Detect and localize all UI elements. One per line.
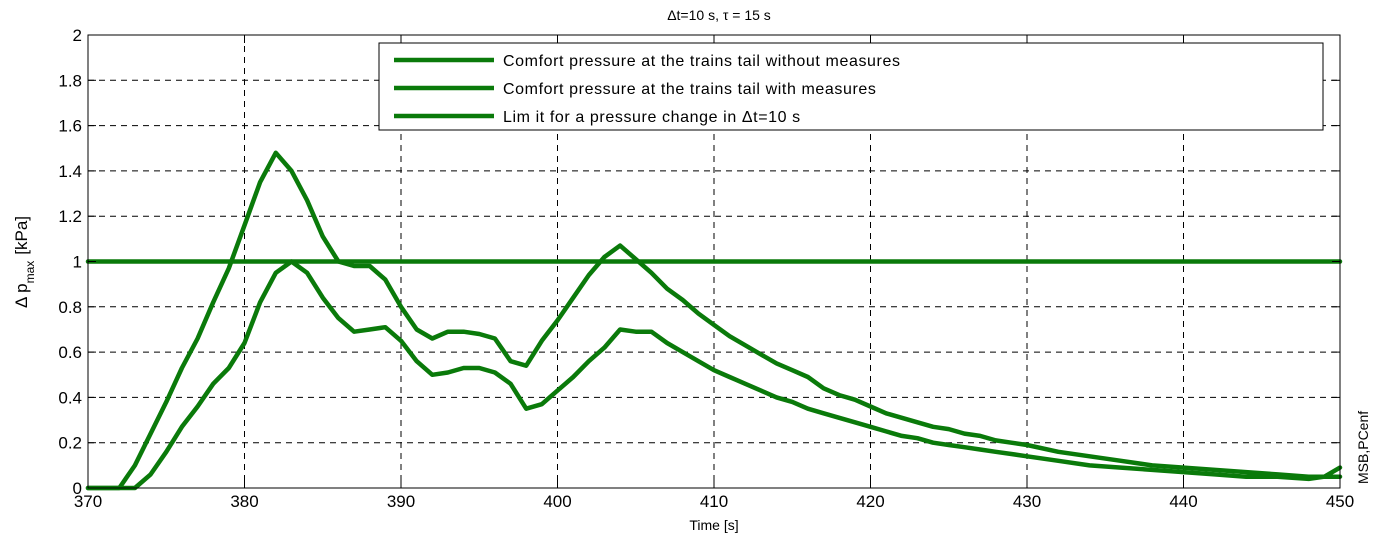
y-tick-label: 0.2 (58, 434, 82, 453)
x-tick-label: 430 (1013, 492, 1041, 511)
x-tick-label: 400 (543, 492, 571, 511)
grid-lines (88, 35, 1340, 488)
y-tick-label: 0.6 (58, 343, 82, 362)
y-tick-label: 1.8 (58, 71, 82, 90)
y-tick-label: 1.6 (58, 117, 82, 136)
axis-ticks (87, 34, 1341, 489)
y-tick-label: 0 (73, 479, 82, 498)
y-tick-labels: 0 0.2 0.4 0.6 0.8 1 1.2 1.4 1.6 1.8 2 (58, 26, 82, 498)
series-line-2 (85, 259, 1343, 491)
y-tick-label: 1.2 (58, 207, 82, 226)
x-tick-label: 450 (1326, 492, 1354, 511)
y-axis-label-main: Δ p (12, 283, 31, 308)
y-axis-label-unit: [kPa] (12, 216, 31, 255)
legend-label-2: Comfort pressure at the trains tail with… (503, 81, 877, 98)
x-tick-label: 440 (1169, 492, 1197, 511)
legend: Comfort pressure at the trains tail with… (378, 42, 1324, 131)
x-tick-label: 380 (230, 492, 258, 511)
x-tick-label: 410 (700, 492, 728, 511)
y-tick-label: 0.4 (58, 388, 82, 407)
x-tick-label: 420 (856, 492, 884, 511)
legend-label-3: Lim it for a pressure change in Δt=10 s (503, 109, 801, 126)
legend-box (378, 42, 1324, 131)
y-tick-label: 2 (73, 26, 82, 45)
x-tick-labels: 370 380 390 400 410 420 430 440 450 (74, 492, 1354, 511)
legend-label-1: Comfort pressure at the trains tail with… (503, 53, 901, 70)
y-axis-label-subscript: max (23, 261, 37, 284)
chart-title: Δt=10 s, τ = 15 s (667, 7, 771, 23)
y-tick-label: 0.8 (58, 298, 82, 317)
y-tick-label: 1 (73, 253, 82, 272)
series-line-1 (85, 150, 1343, 491)
side-label: MSB,PCenf (1355, 411, 1371, 484)
y-axis-label: Δ pmax [kPa] (12, 216, 37, 308)
svg-text:Δ pmax[kPa]: Δ pmax [kPa] (12, 216, 37, 308)
series-lines (85, 150, 1343, 491)
x-tick-label: 390 (387, 492, 415, 511)
x-axis-label: Time [s] (689, 517, 738, 533)
x-tick-label: 370 (74, 492, 102, 511)
y-tick-label: 1.4 (58, 162, 82, 181)
